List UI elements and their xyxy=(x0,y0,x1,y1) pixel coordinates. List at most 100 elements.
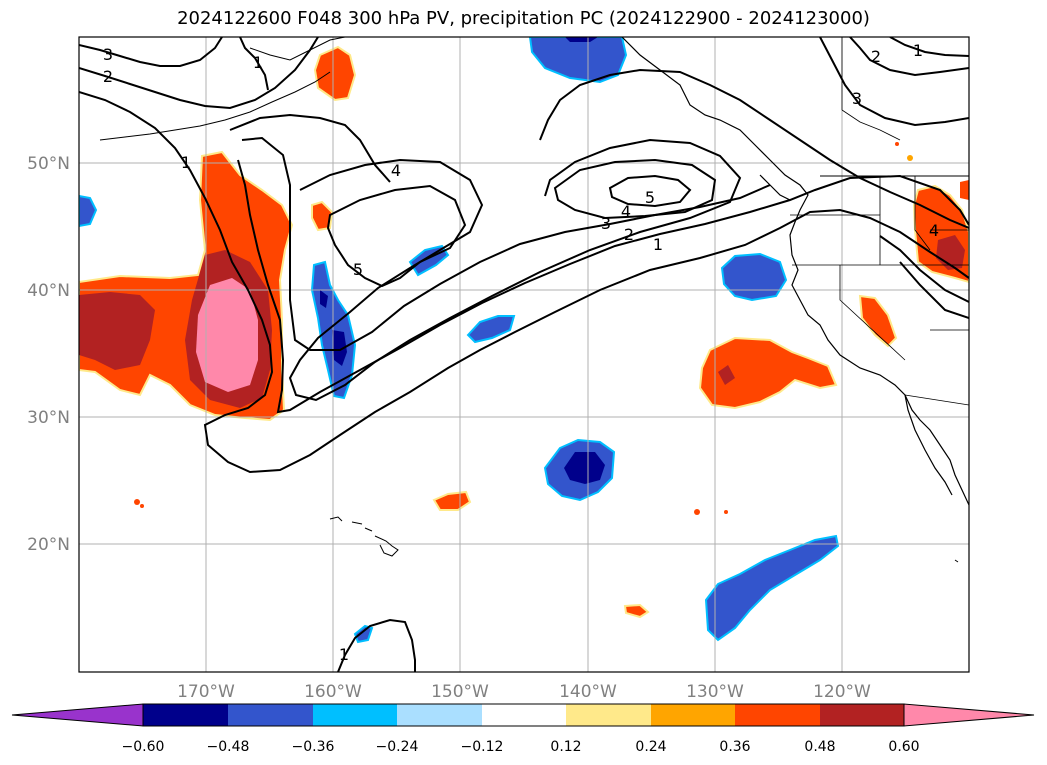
pv-contour-2-upper xyxy=(229,113,391,183)
lon-label: 130°W xyxy=(686,682,744,702)
colorbar-tick-label: 0.48 xyxy=(804,739,835,755)
lon-label: 160°W xyxy=(304,682,362,702)
contour-label: 1 xyxy=(913,41,923,60)
contour-label: 1 xyxy=(181,153,191,172)
colorbar-tick-label: −0.24 xyxy=(376,739,419,755)
colorbar-segment xyxy=(566,704,651,726)
contour-label: 4 xyxy=(621,202,631,221)
pv-contours xyxy=(79,37,969,672)
precip-area-140w-navy xyxy=(564,452,605,484)
precip-area-leftedge-blue xyxy=(79,194,98,228)
coast-islands-mexico xyxy=(954,559,959,563)
lon-label: 150°W xyxy=(431,682,489,702)
coast-alaska-north xyxy=(841,109,901,141)
pv-contour-4 xyxy=(288,138,742,402)
coastlines xyxy=(99,37,969,563)
lat-label: 20°N xyxy=(27,535,70,555)
border-idaho xyxy=(879,176,931,251)
precip-dot-3 xyxy=(694,509,700,515)
colorbar-segment xyxy=(482,704,566,726)
colorbar-segment xyxy=(143,704,228,726)
contour-label: 5 xyxy=(353,260,363,279)
precip-area-west-red xyxy=(79,292,155,370)
contour-label: 1 xyxy=(653,235,663,254)
colorbar-border xyxy=(142,703,905,727)
pv-contour-2-mid xyxy=(237,159,969,414)
lat-label: 30°N xyxy=(27,408,70,428)
pv-contour-3-mid xyxy=(241,136,771,351)
colorbar-segment xyxy=(651,704,735,726)
colorbar-tick-label: 0.60 xyxy=(888,739,919,755)
lat-labels: 50°N 40°N 30°N 20°N xyxy=(27,154,70,555)
contour-label: 2 xyxy=(103,67,113,86)
lon-label: 140°W xyxy=(559,682,617,702)
coast-hawaii xyxy=(329,516,399,557)
pv-contour-northeast-2 xyxy=(849,37,969,77)
pv-contour-1-south xyxy=(337,618,416,672)
colorbar-tick-label: −0.48 xyxy=(207,739,250,755)
precip-area-160w-navy-2 xyxy=(332,330,347,366)
precip-area-160w-navy xyxy=(320,290,328,308)
coast-baja xyxy=(904,394,953,496)
colorbar-left-extension xyxy=(11,703,144,727)
precip-area-north-blue xyxy=(528,37,628,84)
colorbar-tick-label: 0.24 xyxy=(635,739,666,755)
contour-label: 5 xyxy=(645,188,655,207)
pv-contour-5-west xyxy=(326,184,467,288)
lat-label: 50°N xyxy=(27,154,70,174)
map-border xyxy=(78,36,970,673)
contour-label: 1 xyxy=(339,645,349,664)
colorbar-segment xyxy=(397,704,482,726)
colorbar-segment xyxy=(820,704,904,726)
lon-label: 170°W xyxy=(177,682,235,702)
map-content: 3 2 1 1 4 5 5 4 3 2 1 2 3 1 1 4 xyxy=(79,37,969,672)
lon-label: 120°W xyxy=(813,682,871,702)
precip-area-aleutian xyxy=(313,45,357,102)
precip-dot-5 xyxy=(895,142,899,146)
map-title: 2024122600 F048 300 hPa PV, precipitatio… xyxy=(177,8,870,29)
colorbar-tick-label: 0.12 xyxy=(550,739,581,755)
pv-contour-3-northwest xyxy=(79,37,223,67)
pv-contour-1-north xyxy=(239,37,269,91)
pv-contour-northeast-1 xyxy=(889,37,969,57)
border-east xyxy=(930,229,969,331)
colorbar-tick-label: 0.36 xyxy=(719,739,750,755)
pv-contour-east-lower-2 xyxy=(899,261,969,319)
pv-contour-5-east xyxy=(608,174,692,208)
precip-area-150w-south xyxy=(432,490,472,511)
contour-label: 2 xyxy=(871,47,881,66)
precip-area-small-160w xyxy=(311,200,334,232)
precip-area-north-navy xyxy=(565,37,598,42)
pv-contour-2-northwest xyxy=(79,37,319,110)
contour-label: 3 xyxy=(103,45,113,64)
precip-area-edge-right xyxy=(960,180,969,200)
border-us-mexico xyxy=(904,394,969,406)
coast-islands-bc xyxy=(759,174,791,201)
precip-area-california xyxy=(858,294,898,348)
colorbar-tick-label: −0.60 xyxy=(122,739,165,755)
graticule xyxy=(79,37,969,672)
contour-label: 1 xyxy=(253,53,263,72)
contour-label: 4 xyxy=(391,161,401,180)
precip-area-130w-south-blue xyxy=(704,534,840,642)
border-ca-nv xyxy=(839,265,906,361)
pv-contour-east-lower xyxy=(879,235,969,303)
coast-aleutians xyxy=(99,71,331,141)
precip-positive-areas xyxy=(79,45,969,619)
lat-label: 40°N xyxy=(27,281,70,301)
colorbar-tick-label: −0.12 xyxy=(461,739,504,755)
precip-area-148w-blue xyxy=(466,315,516,344)
coast-alaska-bc xyxy=(621,37,969,506)
contour-label: 3 xyxy=(852,89,862,108)
lon-labels: 170°W 160°W 150°W 140°W 130°W 120°W xyxy=(177,682,871,702)
colorbar-segment xyxy=(313,704,397,726)
contour-labels: 3 2 1 1 4 5 5 4 3 2 1 2 3 1 1 4 xyxy=(103,41,939,664)
contour-label: 3 xyxy=(601,214,611,233)
contour-label: 4 xyxy=(929,221,939,240)
precip-area-130w-red xyxy=(718,365,735,385)
precip-area-158w-south-blue xyxy=(353,624,374,644)
colorbar-tick-label: −0.36 xyxy=(292,739,335,755)
precip-area-137w-south xyxy=(623,603,650,619)
pv-contour-4-east xyxy=(553,158,717,220)
